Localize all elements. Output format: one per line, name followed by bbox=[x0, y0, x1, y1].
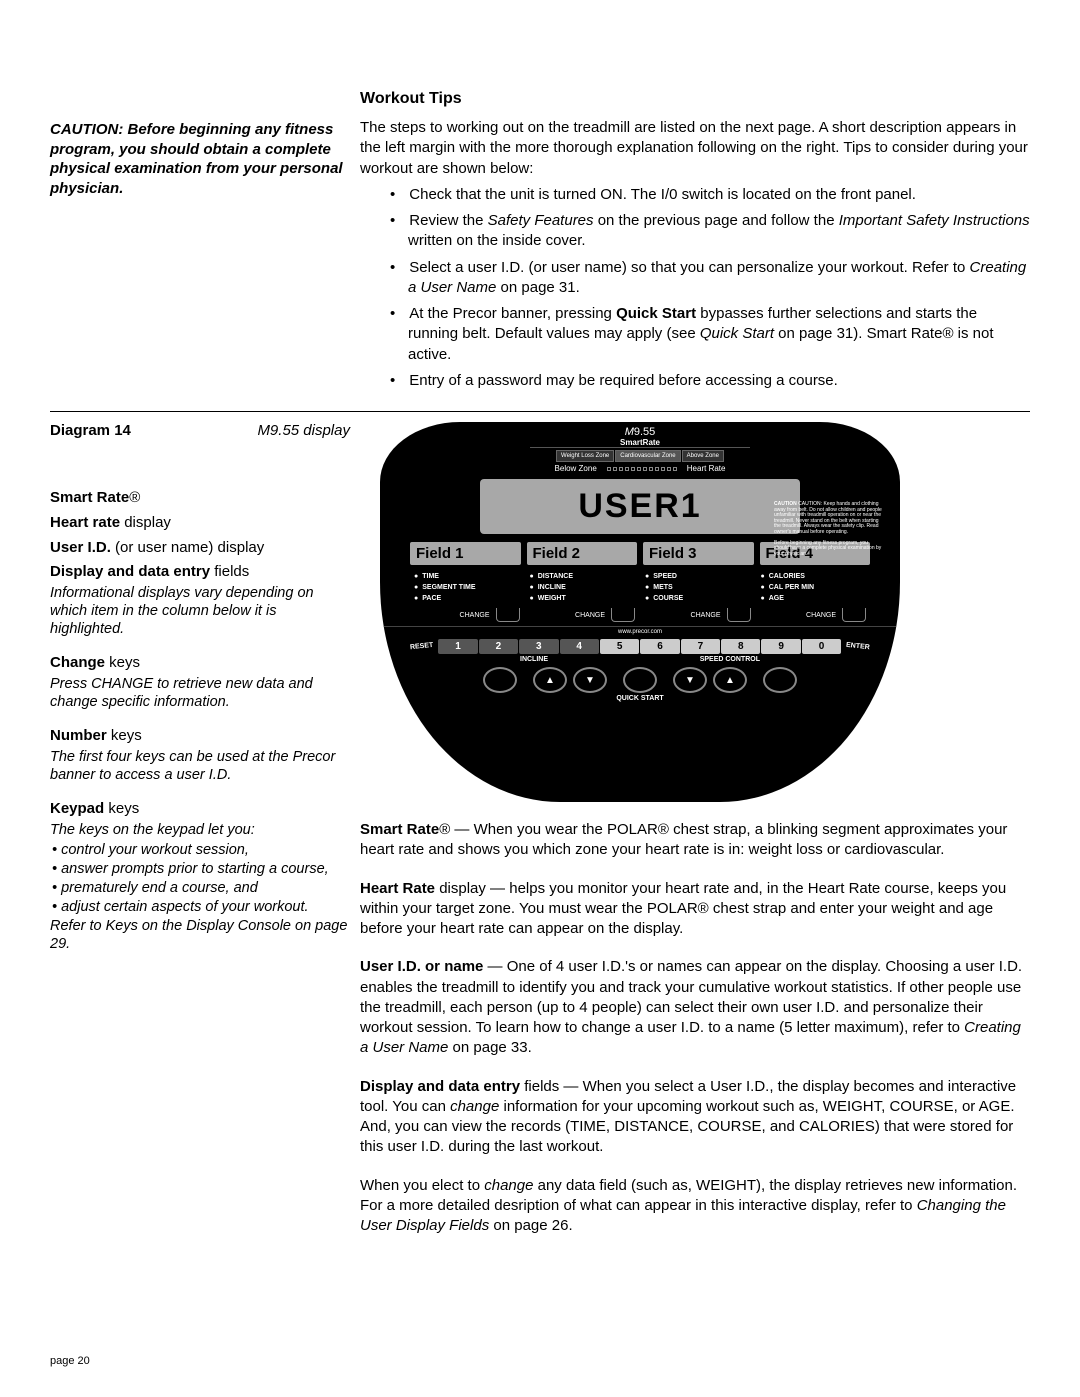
speed-up-icon: ▲ bbox=[713, 667, 747, 693]
caution-text: CAUTION: Before beginning any fitness pr… bbox=[50, 90, 350, 397]
reset-button-icon bbox=[483, 667, 517, 693]
speed-down-icon: ▼ bbox=[673, 667, 707, 693]
quickstart-button-icon bbox=[623, 667, 657, 693]
enter-button-icon bbox=[763, 667, 797, 693]
keypad-list-item: control your workout session, bbox=[50, 841, 350, 860]
label-user-id: User I.D. bbox=[50, 539, 111, 556]
incline-down-icon: ▼ bbox=[573, 667, 607, 693]
console-smartrate-label: SmartRate bbox=[530, 438, 750, 448]
tips-list: Check that the unit is turned ON. The I/… bbox=[360, 185, 1030, 391]
tip-item: At the Precor banner, pressing Quick Sta… bbox=[390, 304, 1030, 365]
label-heart-rate: Heart rate bbox=[50, 514, 120, 531]
console-change-row: CHANGE CHANGE CHANGE CHANGE bbox=[414, 608, 866, 622]
tip-item: Check that the unit is turned ON. The I/… bbox=[390, 185, 1030, 205]
console-field: Field 2 bbox=[527, 542, 638, 565]
console-caution: CAUTION CAUTION: Keep hands and clothing… bbox=[774, 502, 884, 557]
console-bottom-labels: INCLINE SPEED CONTROL bbox=[520, 656, 760, 663]
console-screen: USER1 bbox=[480, 479, 800, 534]
label-number-keys: Number bbox=[50, 727, 107, 744]
incline-up-icon: ▲ bbox=[533, 667, 567, 693]
console-zones: Weight Loss Zone Cardiovascular Zone Abo… bbox=[380, 450, 900, 462]
label-display-fields: Display and data entry bbox=[50, 563, 210, 580]
console-arrow-row: ▲ ▼ ▼ ▲ bbox=[380, 667, 900, 693]
keypad-list-item: prematurely end a course, and bbox=[50, 879, 350, 898]
label-keypad-ref: Refer to Keys on the Display Console on … bbox=[50, 917, 350, 953]
divider bbox=[50, 411, 1030, 412]
console-data-grid: TIMEDISTANCESPEEDCALORIES SEGMENT TIMEIN… bbox=[414, 573, 866, 602]
label-change-desc: Press CHANGE to retrieve new data and ch… bbox=[50, 675, 350, 711]
tip-item: Select a user I.D. (or user name) so tha… bbox=[390, 258, 1030, 299]
diagram-number: Diagram 14 bbox=[50, 422, 131, 439]
section-title: Workout Tips bbox=[360, 90, 1030, 108]
console-field: Field 3 bbox=[643, 542, 754, 565]
keypad-list-item: adjust certain aspects of your workout. bbox=[50, 898, 350, 917]
label-change-keys: Change bbox=[50, 654, 105, 671]
label-keypad-keys: Keypad bbox=[50, 800, 104, 817]
console-model: MM9.559.55 bbox=[380, 422, 900, 438]
intro-text: The steps to working out on the treadmil… bbox=[360, 118, 1030, 179]
console-quickstart-label: QUICK START bbox=[380, 695, 900, 702]
console-hr-row: Below Zone Heart Rate bbox=[380, 464, 900, 473]
console-number-row: RESET 1 2 3 4 5 6 7 8 9 0 ENTER bbox=[410, 639, 870, 654]
keypad-list-item: answer prompts prior to starting a cours… bbox=[50, 860, 350, 879]
label-keypad-intro: The keys on the keypad let you: bbox=[50, 821, 350, 839]
keypad-list: control your workout session, answer pro… bbox=[50, 841, 350, 916]
console-url: www.precor.com bbox=[380, 626, 900, 635]
label-smart-rate: Smart Rate bbox=[50, 489, 129, 506]
tip-item: Entry of a password may be required befo… bbox=[390, 371, 1030, 391]
label-number-desc: The first four keys can be used at the P… bbox=[50, 748, 350, 784]
diagram-labels-column: Diagram 14 M9.55 display Smart Rate® Hea… bbox=[50, 422, 350, 1254]
page-number: page 20 bbox=[50, 1355, 90, 1367]
tip-item: Review the Safety Features on the previo… bbox=[390, 211, 1030, 252]
console-diagram: MM9.559.55 SmartRate Weight Loss Zone Ca… bbox=[380, 422, 900, 802]
diagram-model: M9.55 display bbox=[257, 422, 350, 439]
body-text: Smart Rate® — When you wear the POLAR® c… bbox=[360, 820, 1030, 1236]
label-display-desc: Informational displays vary depending on… bbox=[50, 584, 350, 638]
console-field: Field 1 bbox=[410, 542, 521, 565]
